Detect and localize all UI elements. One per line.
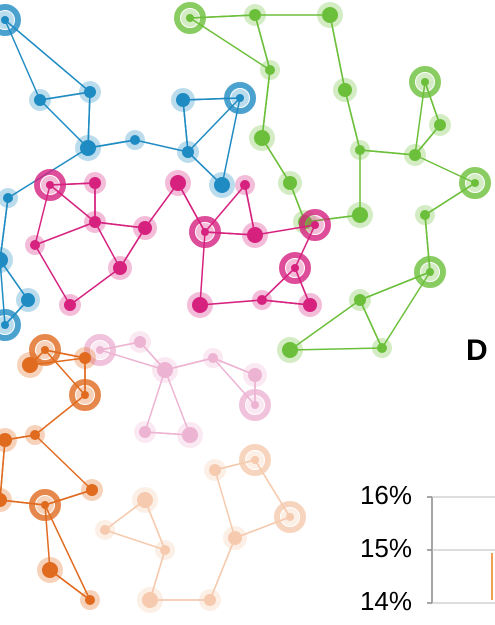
node — [21, 293, 35, 307]
node — [79, 352, 91, 364]
node — [254, 130, 270, 146]
node — [209, 464, 221, 476]
node — [286, 513, 294, 521]
node — [354, 294, 366, 306]
node — [41, 501, 49, 509]
node — [3, 193, 13, 203]
node — [42, 562, 58, 578]
node — [265, 65, 275, 75]
node — [248, 368, 262, 382]
node — [30, 240, 40, 250]
node — [89, 216, 101, 228]
node — [352, 207, 368, 223]
node — [283, 176, 297, 190]
node-cluster — [0, 7, 253, 338]
node — [201, 228, 209, 236]
node — [100, 525, 110, 535]
node — [208, 353, 218, 363]
node — [34, 94, 46, 106]
node — [80, 140, 96, 156]
node — [1, 16, 9, 24]
node — [81, 391, 89, 399]
node-cluster — [87, 331, 268, 448]
node — [338, 83, 352, 97]
node — [130, 135, 140, 145]
node — [247, 227, 263, 243]
edge — [290, 348, 382, 350]
node — [84, 86, 96, 98]
node — [409, 149, 421, 161]
node — [41, 346, 49, 354]
node — [282, 342, 298, 358]
page: D 14%15%16% (() => { const data = JSON.p… — [0, 0, 495, 625]
node — [355, 145, 365, 155]
node — [138, 221, 152, 235]
node — [291, 264, 299, 272]
node — [471, 179, 479, 187]
node-cluster — [0, 337, 103, 610]
node — [89, 177, 101, 189]
node — [134, 336, 146, 348]
node — [240, 180, 250, 190]
node — [249, 9, 261, 21]
node — [160, 545, 170, 555]
node — [257, 295, 267, 305]
node — [157, 362, 173, 378]
node — [420, 210, 430, 220]
chart-title: D — [466, 334, 488, 367]
node — [214, 177, 230, 193]
node — [311, 221, 319, 229]
node — [322, 7, 338, 23]
edge — [35, 435, 92, 490]
node — [64, 299, 76, 311]
node — [303, 298, 317, 312]
node — [30, 430, 40, 440]
node — [46, 181, 54, 189]
slide: D 14% 15% 16% — [0, 0, 495, 625]
y-tick-label: 15% — [360, 533, 412, 563]
node-cluster — [95, 447, 303, 613]
node — [85, 595, 95, 605]
edge — [5, 20, 90, 92]
node — [236, 94, 244, 102]
y-tick-label: 14% — [360, 586, 412, 616]
node — [434, 119, 446, 131]
node — [170, 175, 186, 191]
node — [139, 426, 151, 438]
node — [228, 531, 242, 545]
node — [421, 78, 429, 86]
node — [204, 594, 216, 606]
node — [113, 261, 127, 275]
node — [142, 592, 158, 608]
node — [186, 14, 194, 22]
node — [22, 357, 38, 373]
node — [251, 401, 259, 409]
node — [182, 427, 198, 443]
node — [426, 268, 434, 276]
node — [377, 343, 387, 353]
node — [137, 492, 153, 508]
node — [192, 297, 208, 313]
node — [1, 321, 9, 329]
network-graphic — [0, 2, 488, 613]
node — [182, 146, 194, 158]
node — [86, 484, 98, 496]
y-tick-label: 16% — [360, 480, 412, 510]
node — [176, 93, 190, 107]
node — [251, 456, 259, 464]
node — [96, 346, 104, 354]
